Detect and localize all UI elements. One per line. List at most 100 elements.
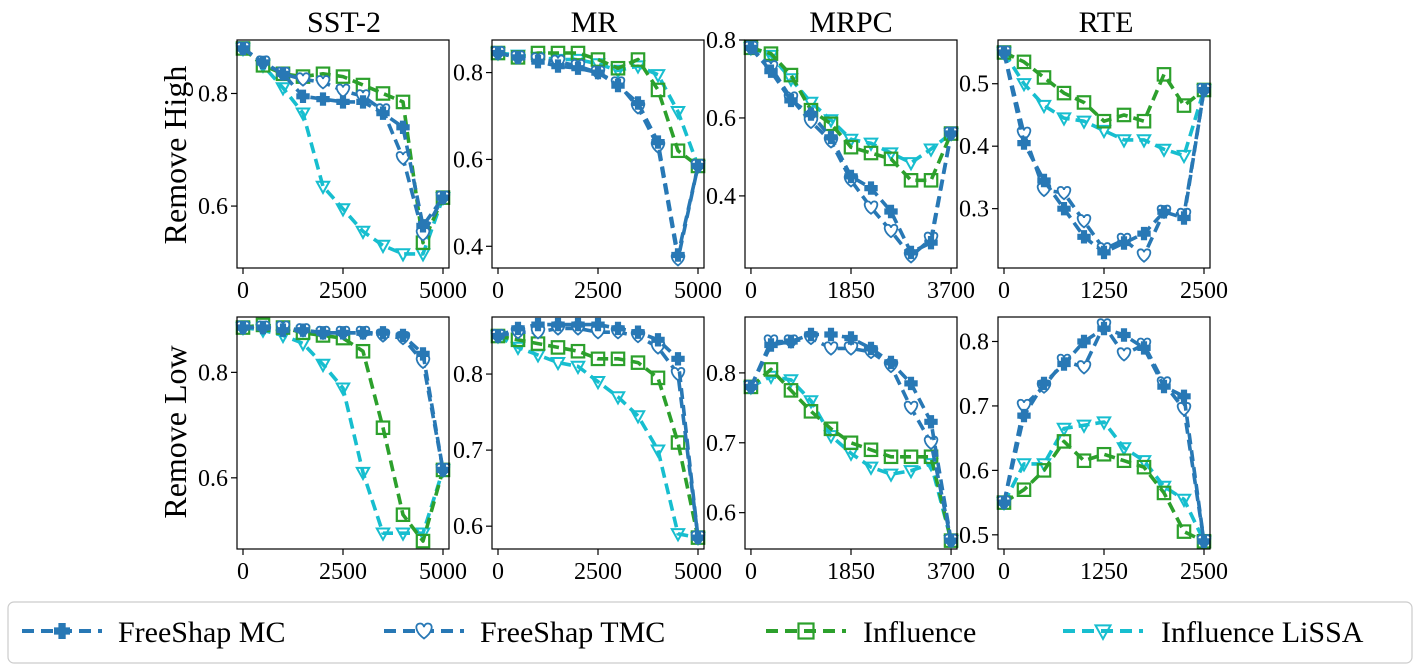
x-tick-label: 0 (998, 278, 1010, 304)
y-tick-label: 0.3 (959, 197, 989, 223)
data-point-freeshap-mc (824, 130, 838, 145)
data-point-freeshap-mc (336, 326, 350, 340)
data-point-influence-lissa (1176, 493, 1192, 508)
y-tick-label: 0.8 (706, 28, 736, 54)
legend-marker-influence (797, 622, 815, 640)
y-tick-label: 0.8 (198, 81, 228, 107)
y-tick-label: 0.8 (453, 362, 483, 388)
data-point-freeshap-mc (376, 106, 390, 120)
data-point-influence-lissa (315, 358, 331, 374)
y-tick-label: 0.6 (453, 147, 483, 173)
data-point-influence-lissa (783, 374, 799, 389)
y-tick-label: 0.4 (706, 184, 736, 210)
data-point-influence (763, 46, 779, 61)
plot-area (743, 327, 960, 550)
data-point-influence-lissa (863, 137, 879, 152)
data-point-influence (863, 442, 879, 458)
data-point-freeshap-mc (864, 181, 878, 195)
legend-label: FreeShap TMC (480, 616, 665, 649)
subplot-remove-low-3: 0 1850 3700 0.6 0.7 0.8 (706, 316, 975, 585)
data-point-influence (630, 52, 646, 67)
data-point-influence (415, 533, 431, 549)
data-point-freeshap-tmc (843, 341, 859, 356)
data-point-influence (1016, 482, 1032, 498)
data-point-influence (630, 355, 646, 370)
data-point-freeshap-tmc (1016, 398, 1032, 414)
data-point-freeshap-mc (764, 338, 778, 352)
data-point-freeshap-mc (631, 325, 645, 339)
data-point-freeshap-mc (591, 317, 605, 332)
data-point-influence-lissa (803, 395, 819, 410)
data-point-freeshap-mc (691, 159, 705, 173)
series-line-influence-lissa (497, 334, 699, 540)
data-point-influence-lissa (1056, 422, 1072, 438)
data-point-influence (1096, 113, 1112, 129)
data-point-influence-lissa (1076, 419, 1092, 434)
x-tick-label: 2500 (319, 559, 367, 585)
data-point-influence-lissa (1096, 416, 1112, 431)
data-point-influence-lissa (570, 360, 586, 376)
plot-area (996, 318, 1212, 550)
data-point-influence (375, 86, 391, 101)
series-line-influence (497, 334, 700, 538)
data-point-freeshap-tmc (315, 75, 331, 90)
data-point-influence (783, 67, 799, 83)
data-point-influence (1176, 524, 1192, 539)
subplot-remove-low-4: 0 1250 2500 0.5 0.6 0.7 0.8 (959, 316, 1228, 585)
y-tick-label: 0.7 (706, 431, 736, 457)
data-point-freeshap-mc (416, 347, 430, 361)
data-point-influence (650, 82, 666, 98)
data-point-influence-lissa (1016, 78, 1032, 93)
data-point-freeshap-mc (691, 530, 705, 545)
series-line-freeshap-mc (749, 46, 953, 255)
data-point-influence (783, 383, 799, 398)
data-point-influence (843, 139, 859, 155)
y-tick-label: 0.8 (198, 360, 228, 386)
data-point-influence (863, 145, 879, 161)
data-point-influence (590, 351, 606, 367)
x-tick-label: 5000 (674, 559, 722, 585)
data-point-freeshap-mc (824, 327, 838, 342)
data-point-freeshap-mc (804, 327, 818, 342)
data-point-freeshap-mc (631, 96, 645, 110)
data-point-freeshap-mc (944, 126, 958, 141)
axes-frame (997, 39, 1211, 269)
data-point-freeshap-tmc (295, 72, 311, 87)
y-tick-label: 0.6 (706, 106, 736, 132)
data-point-influence (335, 69, 351, 84)
data-point-freeshap-mc (1077, 230, 1091, 244)
y-tick-label: 0.8 (959, 329, 989, 355)
x-tick-label: 0 (237, 278, 249, 304)
series-line-influence-lissa (750, 374, 953, 542)
data-point-influence-lissa (375, 239, 391, 255)
data-point-freeshap-mc (551, 59, 565, 73)
data-point-influence (670, 435, 686, 450)
data-point-freeshap-mc (591, 65, 605, 80)
y-tick-label: 0.7 (959, 394, 989, 420)
data-point-freeshap-mc (1117, 236, 1131, 250)
axes-frame (997, 316, 1211, 550)
data-point-freeshap-mc (884, 355, 898, 370)
data-point-influence (375, 420, 391, 436)
data-point-freeshap-mc (1157, 379, 1171, 394)
data-point-influence-lissa (883, 147, 899, 162)
data-point-influence-lissa (903, 465, 919, 480)
legend-label: Influence LiSSA (1161, 616, 1364, 649)
x-tick-label: 2500 (1180, 559, 1228, 585)
data-point-influence (570, 45, 586, 61)
series-line-freeshap-mc (497, 51, 700, 257)
data-point-influence-lissa (923, 143, 939, 158)
x-tick-label: 3700 (927, 278, 975, 304)
data-point-freeshap-mc (904, 245, 918, 260)
plot-area (490, 45, 706, 267)
y-tick-label: 0.5 (959, 523, 989, 549)
x-tick-label: 1250 (1080, 559, 1128, 585)
data-point-influence (1076, 453, 1092, 469)
data-point-freeshap-mc (651, 333, 665, 347)
data-point-influence-lissa (375, 527, 391, 542)
data-point-influence (1056, 434, 1072, 449)
data-point-influence (1056, 85, 1072, 101)
data-point-influence-lissa (1116, 442, 1132, 457)
data-point-freeshap-mc (276, 67, 290, 81)
